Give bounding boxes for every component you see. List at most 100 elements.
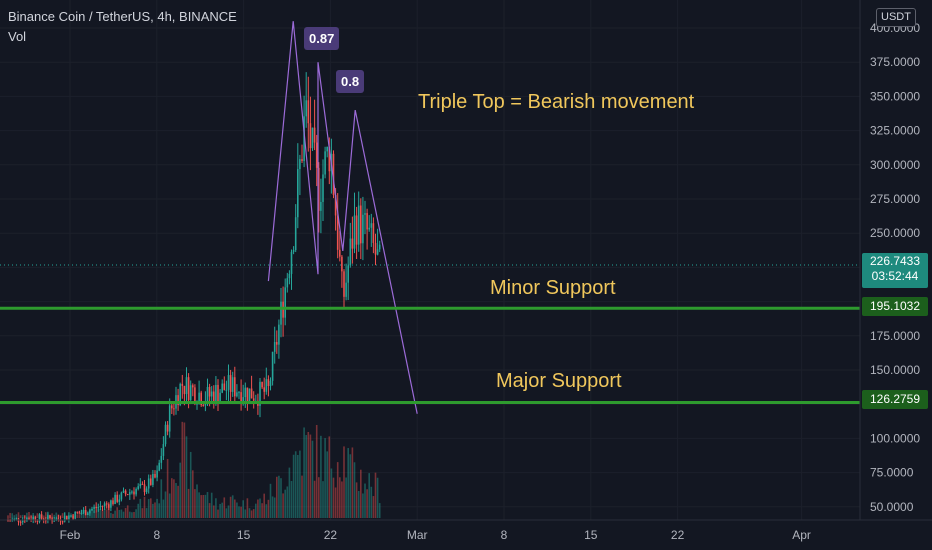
volume-bar [370, 486, 373, 518]
candle [152, 474, 154, 485]
y-tick-label: 300.0000 [870, 158, 920, 172]
candle [284, 287, 286, 318]
volume-bar [290, 481, 293, 518]
candle [339, 249, 341, 257]
candle [82, 509, 85, 513]
volume-bar [108, 506, 110, 518]
volume-bar [105, 509, 108, 518]
candle [61, 521, 64, 523]
candle [116, 494, 118, 502]
volume-bar [292, 454, 295, 518]
volume-bar [160, 479, 163, 518]
candle [40, 514, 43, 519]
candle [242, 397, 244, 403]
candles [7, 72, 381, 526]
volume-bars [7, 421, 381, 518]
currency-button[interactable]: USDT [876, 8, 916, 27]
volume-bar [294, 451, 297, 518]
y-tick-label: 375.0000 [870, 55, 920, 69]
volume-bar [284, 489, 286, 518]
volume-bar [280, 478, 282, 518]
candle [122, 490, 125, 493]
candle [221, 383, 223, 393]
volume-bar [131, 512, 133, 518]
volume-bar [246, 498, 249, 518]
candle [259, 381, 261, 406]
volume-bar [332, 477, 335, 518]
volume-bar [114, 510, 116, 518]
volume-bar [215, 498, 217, 518]
x-tick-label: 15 [237, 528, 251, 542]
candle [179, 383, 181, 405]
candle [244, 387, 247, 398]
candle [91, 508, 93, 511]
candle [378, 244, 381, 250]
volume-bar [139, 498, 142, 518]
volume-bar [15, 514, 18, 518]
volume-label[interactable]: Vol [8, 29, 27, 44]
volume-bar [156, 498, 158, 518]
volume-bar [286, 486, 289, 518]
volume-bar [17, 512, 20, 518]
candle [347, 265, 349, 283]
candle [166, 424, 169, 432]
candle [87, 513, 89, 515]
volume-bar [307, 432, 310, 518]
volume-bar [36, 513, 39, 518]
peak2-label: 0.8 [336, 70, 365, 93]
candle [328, 146, 331, 172]
volume-bar [185, 436, 188, 518]
candle [154, 474, 156, 478]
candle [66, 515, 68, 520]
candle [307, 100, 310, 124]
volume-bar [95, 511, 97, 518]
candle [89, 510, 91, 514]
candle [376, 249, 379, 255]
candle [303, 116, 305, 161]
candle [250, 388, 253, 399]
volume-bar [236, 502, 238, 518]
candle [299, 159, 301, 170]
y-tick-label: 75.0000 [870, 466, 914, 480]
triple-top-annotation: Triple Top = Bearish movement [418, 91, 695, 113]
candle [213, 391, 215, 404]
volume-bar [315, 424, 318, 518]
candle [231, 377, 234, 392]
candle [97, 507, 100, 509]
volume-bar [137, 503, 139, 518]
volume-bar [208, 503, 211, 518]
candle [32, 516, 34, 521]
candle [141, 483, 144, 485]
volume-bar [196, 484, 198, 518]
candle [133, 491, 135, 495]
volume-bar [341, 481, 343, 518]
candle [38, 514, 41, 522]
candle [311, 127, 314, 149]
candle [114, 494, 116, 504]
candle [252, 398, 255, 401]
candle [120, 492, 123, 500]
candle [42, 518, 45, 521]
volume-bar [248, 508, 251, 518]
candle [217, 384, 219, 402]
volume-bar [328, 436, 331, 518]
volume-bar [343, 446, 345, 518]
volume-bar [242, 500, 244, 518]
candle [198, 392, 200, 404]
volume-bar [103, 508, 106, 518]
candle [189, 385, 192, 401]
candle [313, 127, 316, 143]
candle [181, 383, 184, 386]
candle [326, 146, 328, 152]
candle [267, 379, 270, 387]
candle [145, 488, 148, 493]
candle [370, 223, 373, 228]
minor-support-annotation: Minor Support [490, 277, 616, 299]
candle [349, 238, 352, 266]
candle [269, 380, 272, 387]
symbol-title[interactable]: Binance Coin / TetherUS, 4h, BINANCE [8, 9, 237, 24]
candle [171, 405, 173, 409]
volume-bar [154, 502, 156, 518]
candle [47, 515, 49, 521]
